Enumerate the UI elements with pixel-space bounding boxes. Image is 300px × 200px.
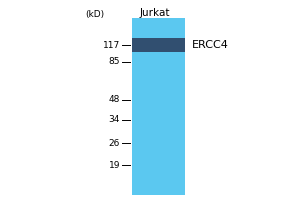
Bar (132, 18, 185, 195)
Text: 85: 85 (109, 58, 120, 66)
Bar (132, 38, 185, 52)
Text: 48: 48 (109, 96, 120, 104)
Text: ERCC4: ERCC4 (192, 40, 229, 50)
Text: 26: 26 (109, 138, 120, 148)
Text: Jurkat: Jurkat (140, 8, 170, 18)
Text: 117: 117 (103, 40, 120, 49)
Text: 34: 34 (109, 116, 120, 124)
Text: (kD): (kD) (85, 10, 105, 19)
Text: 19: 19 (109, 160, 120, 170)
